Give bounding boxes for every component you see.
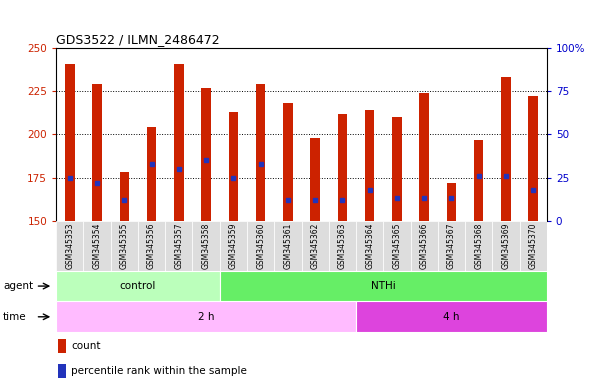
- Text: agent: agent: [3, 281, 33, 291]
- Text: GSM345366: GSM345366: [420, 222, 429, 269]
- Text: GSM345357: GSM345357: [174, 222, 183, 269]
- Bar: [474, 140, 483, 221]
- Bar: [220, 221, 247, 271]
- Bar: [274, 221, 302, 271]
- Text: GSM345365: GSM345365: [392, 222, 401, 269]
- Text: GSM345369: GSM345369: [502, 222, 510, 269]
- Text: GSM345358: GSM345358: [202, 222, 211, 269]
- Text: GSM345367: GSM345367: [447, 222, 456, 269]
- Bar: [356, 301, 547, 332]
- Bar: [147, 127, 156, 221]
- Bar: [165, 221, 192, 271]
- Bar: [57, 339, 66, 353]
- Bar: [383, 221, 411, 271]
- Text: count: count: [71, 341, 100, 351]
- Bar: [419, 93, 429, 221]
- Text: control: control: [120, 281, 156, 291]
- Bar: [365, 110, 375, 221]
- Bar: [229, 112, 238, 221]
- Bar: [84, 221, 111, 271]
- Bar: [56, 301, 356, 332]
- Bar: [111, 221, 138, 271]
- Bar: [174, 64, 184, 221]
- Bar: [501, 78, 511, 221]
- Text: GSM345360: GSM345360: [256, 222, 265, 269]
- Bar: [411, 221, 438, 271]
- Text: GSM345370: GSM345370: [529, 222, 538, 269]
- Bar: [438, 221, 465, 271]
- Bar: [310, 138, 320, 221]
- Bar: [120, 172, 129, 221]
- Text: GSM345362: GSM345362: [310, 222, 320, 269]
- Bar: [138, 221, 165, 271]
- Text: time: time: [3, 312, 27, 322]
- Bar: [56, 221, 84, 271]
- Text: GSM345353: GSM345353: [65, 222, 75, 269]
- Bar: [529, 96, 538, 221]
- Text: GSM345354: GSM345354: [93, 222, 101, 269]
- Bar: [202, 88, 211, 221]
- Bar: [392, 117, 401, 221]
- Bar: [220, 271, 547, 301]
- Text: GSM345359: GSM345359: [229, 222, 238, 269]
- Bar: [92, 84, 102, 221]
- Bar: [338, 114, 347, 221]
- Bar: [256, 84, 265, 221]
- Text: GSM345361: GSM345361: [284, 222, 293, 269]
- Text: GSM345356: GSM345356: [147, 222, 156, 269]
- Text: NTHi: NTHi: [371, 281, 396, 291]
- Text: percentile rank within the sample: percentile rank within the sample: [71, 366, 247, 376]
- Bar: [65, 64, 75, 221]
- Bar: [356, 221, 383, 271]
- Text: GSM345364: GSM345364: [365, 222, 374, 269]
- Bar: [192, 221, 220, 271]
- Bar: [56, 271, 220, 301]
- Text: GSM345355: GSM345355: [120, 222, 129, 269]
- Bar: [492, 221, 519, 271]
- Text: GDS3522 / ILMN_2486472: GDS3522 / ILMN_2486472: [56, 33, 220, 46]
- Text: 4 h: 4 h: [443, 312, 459, 322]
- Bar: [302, 221, 329, 271]
- Bar: [329, 221, 356, 271]
- Bar: [465, 221, 492, 271]
- Bar: [447, 183, 456, 221]
- Text: 2 h: 2 h: [198, 312, 214, 322]
- Bar: [57, 364, 66, 378]
- Text: GSM345363: GSM345363: [338, 222, 347, 269]
- Bar: [283, 103, 293, 221]
- Bar: [247, 221, 274, 271]
- Bar: [519, 221, 547, 271]
- Text: GSM345368: GSM345368: [474, 222, 483, 269]
